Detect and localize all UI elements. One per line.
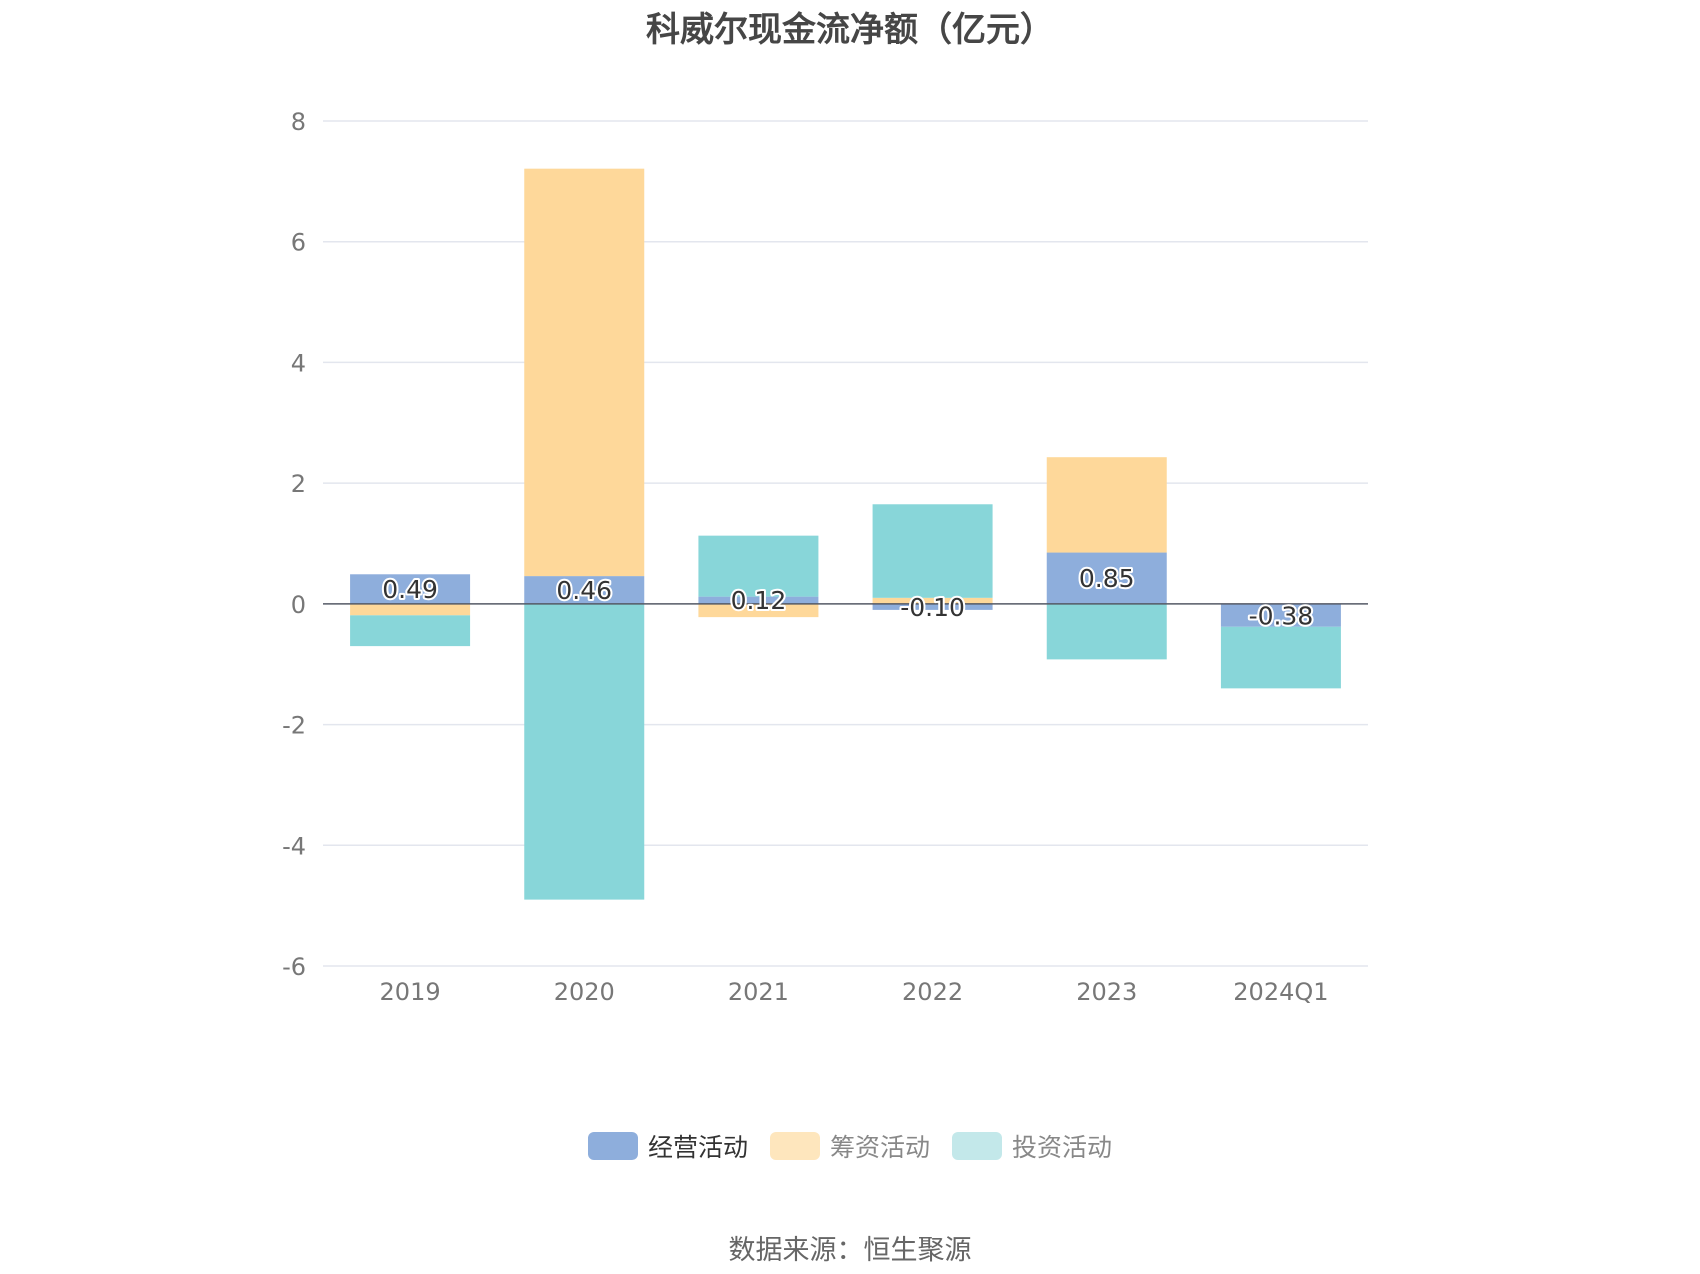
data-label: -0.10 [900, 593, 965, 622]
bar-segment [524, 168, 645, 577]
legend-swatch-financing [769, 1132, 820, 1160]
bar-segment [524, 576, 645, 604]
bar-segment [350, 615, 471, 647]
bar-segment [1046, 552, 1167, 604]
chart-title: 科威尔现金流净额（亿元） [646, 10, 1054, 50]
chart-plot: 8 6 4 2 0 -2 -4 -6 0.49 0.46 0.12 -0.10 0.85 -0.38 2… [282, 108, 1368, 1006]
bar-segment [872, 504, 993, 598]
bar-segment [350, 603, 471, 616]
y-tick-label: 8 [291, 108, 306, 136]
y-tick-label: 2 [291, 470, 306, 498]
legend-label-financing: 筹资活动 [829, 1133, 930, 1162]
x-tick-label: 2022 [902, 978, 963, 1006]
y-tick-label: -4 [282, 832, 306, 860]
legend-swatch-investing [952, 1132, 1002, 1160]
y-tick-label: 6 [291, 229, 306, 257]
legend-label-operating: 经营活动 [647, 1133, 748, 1162]
data-label: 0.49 [382, 575, 438, 604]
y-tick-label: -2 [282, 712, 306, 740]
y-tick-label: 4 [291, 349, 306, 377]
x-tick-label: 2023 [1076, 978, 1137, 1006]
bar-segment [872, 603, 993, 610]
bar-segment [524, 603, 645, 900]
x-tick-label: 2019 [380, 978, 441, 1006]
bar-segment [698, 603, 819, 618]
legend: 经营活动 筹资活动 投资活动 [0, 1128, 1700, 1164]
data-label: 0.85 [1079, 564, 1135, 593]
y-tick-label: -6 [282, 953, 306, 981]
legend-item-operating[interactable]: 经营活动 [587, 1128, 748, 1164]
x-tick-label: 2021 [728, 978, 789, 1006]
data-label: -0.38 [1249, 601, 1314, 630]
legend-item-investing[interactable]: 投资活动 [952, 1128, 1112, 1164]
bar-segment [1046, 457, 1167, 553]
y-tick-label: 0 [291, 591, 306, 619]
bar-segment [1220, 626, 1341, 689]
bar-segment [872, 597, 993, 604]
data-label: 0.46 [556, 576, 612, 605]
bar-segment [350, 574, 471, 604]
source-note: 数据来源：恒生聚源 [728, 1235, 972, 1266]
bar-segment [698, 535, 819, 597]
legend-item-financing[interactable]: 筹资活动 [769, 1128, 930, 1164]
legend-label-investing: 投资活动 [1012, 1133, 1113, 1162]
legend-swatch-operating [587, 1132, 638, 1160]
bar-segment [1220, 603, 1341, 627]
x-tick-label: 2020 [554, 978, 615, 1006]
x-tick-label: 2024Q1 [1233, 978, 1328, 1006]
bar-segment [698, 596, 819, 604]
data-label: 0.12 [731, 586, 787, 615]
bar-segment [1046, 603, 1167, 660]
